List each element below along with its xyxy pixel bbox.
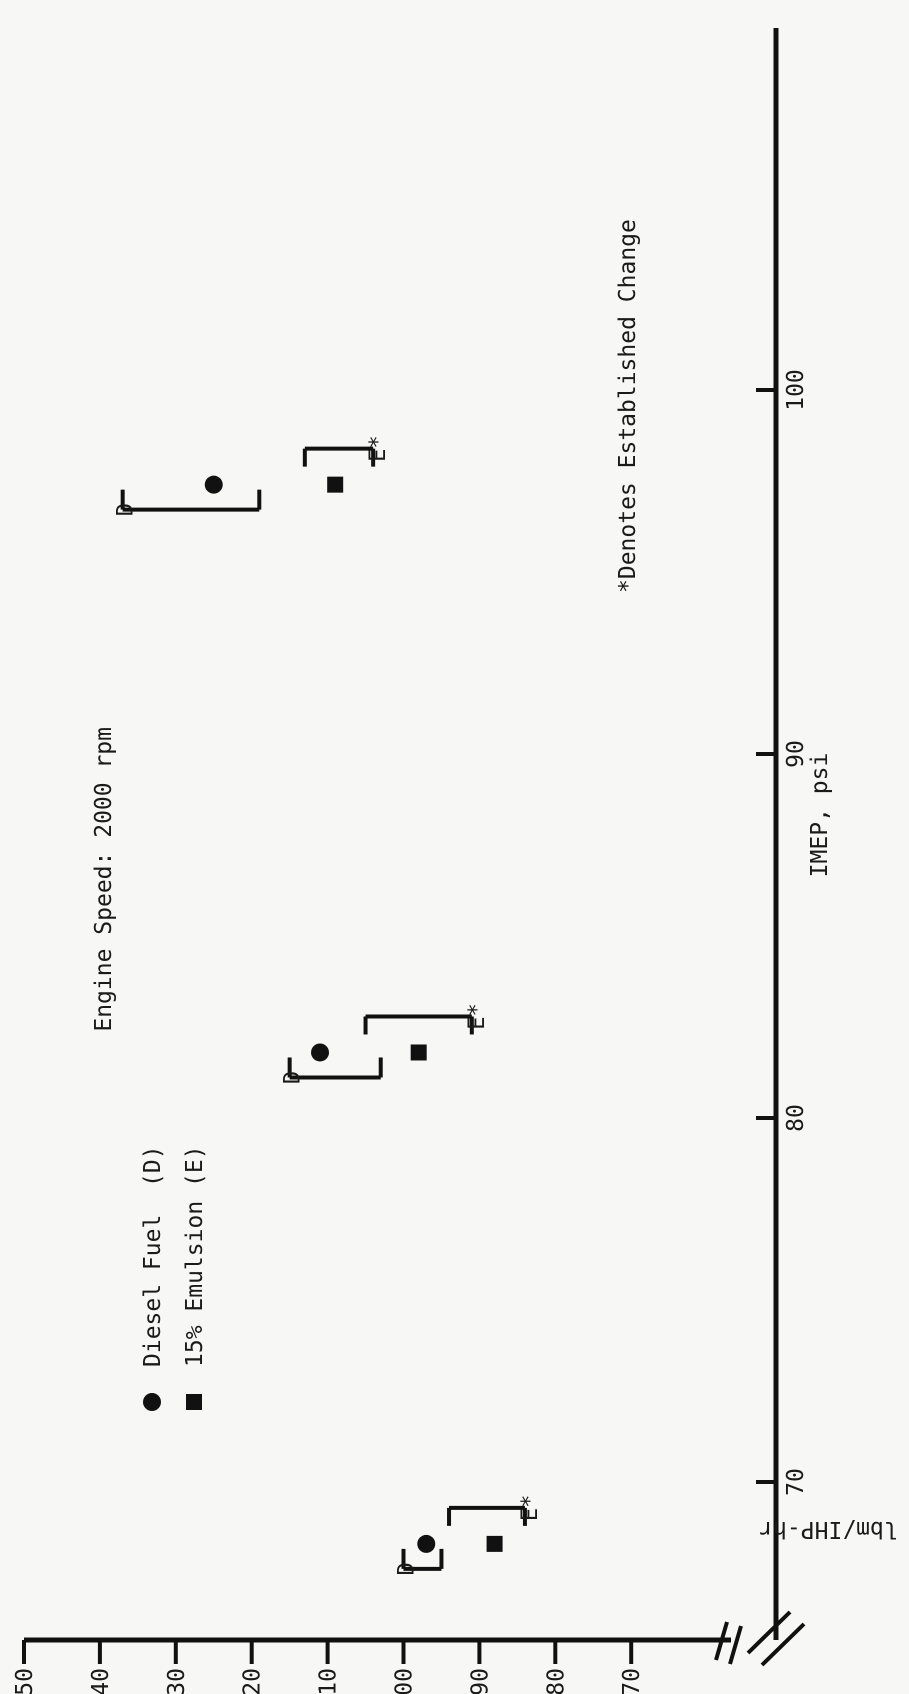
range-bracket — [447, 1505, 527, 1526]
bracket-label: D — [281, 1071, 306, 1084]
y-tick-label: .300 — [392, 1668, 418, 1694]
emulsion-point — [410, 1044, 427, 1061]
bracket-label: D — [114, 503, 139, 516]
range-bracket — [401, 1548, 444, 1571]
legend: Engine Speed: 2000 rpm Diesel Fuel (D) 1… — [91, 727, 208, 1411]
bracket-label: E* — [465, 1003, 490, 1030]
x-tick-label: 80 — [783, 1104, 809, 1132]
y-tick-label: .270 — [619, 1668, 645, 1694]
x-tick-label: 90 — [783, 740, 809, 768]
diesel-point — [417, 1534, 436, 1553]
range-bracket — [287, 1057, 383, 1080]
y-tick-label: .310 — [316, 1668, 342, 1694]
range-bracket — [120, 489, 262, 512]
x-axis-title: IMEP, psi — [807, 753, 833, 878]
y-tick-label: .350 — [12, 1668, 38, 1694]
diesel-point — [311, 1043, 330, 1062]
y-axis-ticks: .270 .280 .290 .300 .310 .320 .330 .340 .350 — [12, 1640, 645, 1694]
y-tick-label: .320 — [240, 1668, 266, 1694]
x-tick-label: 70 — [783, 1468, 809, 1496]
y-tick-label: .290 — [467, 1668, 493, 1694]
legend-entry-emulsion: 15% Emulsion (E) — [182, 1145, 208, 1367]
y-tick-label: .330 — [164, 1668, 190, 1694]
legend-square-marker — [186, 1394, 202, 1410]
y-tick-label: .280 — [543, 1668, 569, 1694]
axis-break-y — [746, 1610, 806, 1667]
bracket-label: E* — [366, 435, 391, 462]
axis-break-x — [714, 1621, 743, 1665]
range-bracket — [363, 1014, 474, 1035]
legend-entry-diesel: Diesel Fuel (D) — [140, 1145, 166, 1367]
legend-circle-marker — [143, 1393, 161, 1411]
y-axis-title: ISFC, lbm/IHP-hr — [759, 1516, 909, 1542]
x-axis-ticks: 70 80 90 100 — [756, 369, 809, 1496]
bracket-label: E* — [518, 1495, 543, 1522]
legend-title: Engine Speed: 2000 rpm — [91, 727, 117, 1032]
bracket-label: D — [395, 1562, 420, 1575]
plot-area: .270 .280 .290 .300 .310 .320 .330 .340 .350 70 8… — [12, 28, 909, 1694]
emulsion-point — [486, 1535, 503, 1552]
note-established-change: *Denotes Established Change — [615, 219, 641, 593]
series-layer: D D D E* E* E* — [114, 435, 543, 1575]
emulsion-point — [327, 476, 344, 493]
diesel-point — [204, 475, 223, 494]
x-tick-label: 100 — [783, 369, 809, 411]
y-tick-label: .340 — [88, 1668, 114, 1694]
range-bracket — [302, 446, 376, 467]
